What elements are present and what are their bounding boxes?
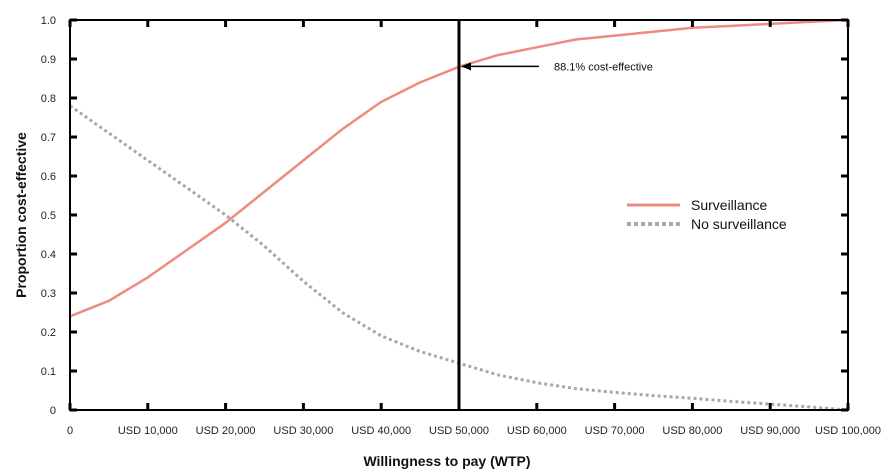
- y-tick-label: 0.2: [41, 327, 56, 339]
- y-tick-label: 0.8: [41, 93, 56, 105]
- y-tick-label: 0.3: [41, 288, 56, 300]
- x-tick-label: USD 90,000: [740, 425, 800, 437]
- x-tick-label: USD 70,000: [585, 425, 645, 437]
- legend: Surveillance No surveillance: [627, 197, 787, 232]
- x-tick-label: USD 60,000: [507, 425, 567, 437]
- x-axis-title: Willingness to pay (WTP): [363, 453, 530, 469]
- y-tick-label: 0.4: [41, 249, 56, 261]
- legend-label-no-surveillance: No surveillance: [691, 216, 787, 232]
- y-tick-labels: 0 0.1 0.2 0.3 0.4 0.5 0.6 0.7 0.8 0.9 1.0: [41, 15, 56, 417]
- annotation-label: 88.1% cost-effective: [554, 61, 653, 73]
- y-tick-label: 0.1: [41, 366, 56, 378]
- x-tick-label: USD 40,000: [351, 425, 411, 437]
- y-tick-label: 1.0: [41, 15, 56, 27]
- y-tick-label: 0: [50, 405, 56, 417]
- x-tick-label: USD 100,000: [815, 425, 881, 437]
- y-tick-label: 0.7: [41, 132, 56, 144]
- x-tick-label: 0: [67, 425, 73, 437]
- y-tick-label: 0.5: [41, 210, 56, 222]
- x-tick-label: USD 80,000: [662, 425, 722, 437]
- legend-label-surveillance: Surveillance: [691, 197, 767, 213]
- x-tick-label: USD 50,000: [429, 425, 489, 437]
- y-tick-label: 0.6: [41, 171, 56, 183]
- x-tick-label: USD 10,000: [118, 425, 178, 437]
- y-tick-label: 0.9: [41, 54, 56, 66]
- axis-ticks: [68, 18, 850, 412]
- x-tick-labels: 0 USD 10,000 USD 20,000 USD 30,000 USD 40,00…: [67, 425, 881, 437]
- x-tick-label: USD 30,000: [273, 425, 333, 437]
- annotation: 88.1% cost-effective: [461, 61, 653, 73]
- y-axis-title: Proportion cost-effective: [13, 132, 29, 298]
- x-tick-label: USD 20,000: [196, 425, 256, 437]
